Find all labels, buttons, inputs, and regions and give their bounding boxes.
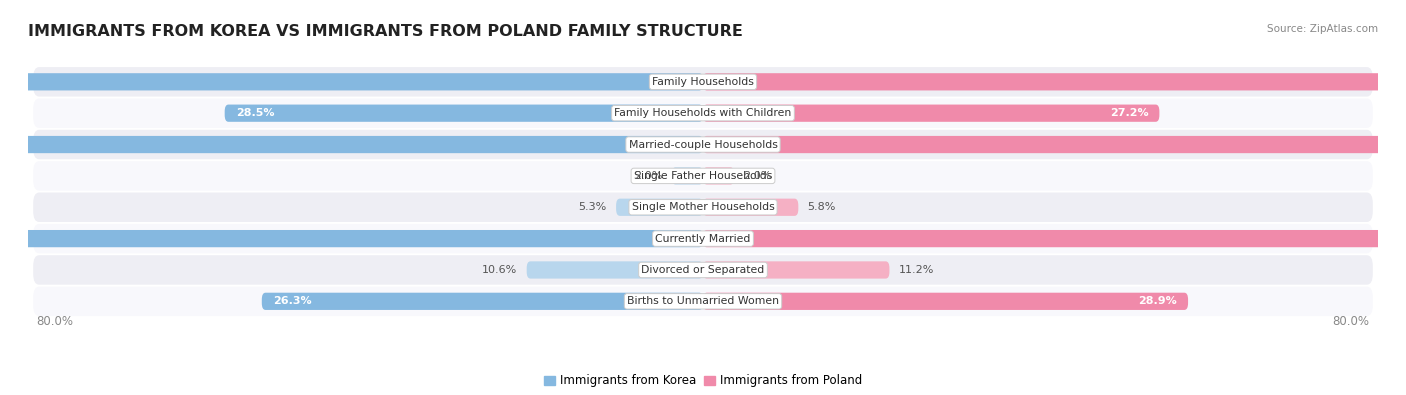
FancyBboxPatch shape (703, 230, 1406, 247)
Text: 27.2%: 27.2% (1109, 108, 1149, 118)
Text: 5.3%: 5.3% (579, 202, 607, 212)
Text: 80.0%: 80.0% (37, 315, 73, 328)
FancyBboxPatch shape (0, 136, 703, 153)
FancyBboxPatch shape (34, 287, 1372, 316)
Text: 26.3%: 26.3% (273, 296, 311, 307)
Text: Family Households with Children: Family Households with Children (614, 108, 792, 118)
Text: Births to Unmarried Women: Births to Unmarried Women (627, 296, 779, 307)
FancyBboxPatch shape (703, 293, 1188, 310)
Text: Divorced or Separated: Divorced or Separated (641, 265, 765, 275)
Text: 80.0%: 80.0% (1333, 315, 1369, 328)
FancyBboxPatch shape (703, 261, 890, 278)
FancyBboxPatch shape (34, 98, 1372, 128)
Text: Single Mother Households: Single Mother Households (631, 202, 775, 212)
FancyBboxPatch shape (34, 192, 1372, 222)
Text: Currently Married: Currently Married (655, 233, 751, 244)
FancyBboxPatch shape (672, 167, 703, 184)
FancyBboxPatch shape (34, 130, 1372, 159)
FancyBboxPatch shape (527, 261, 703, 278)
FancyBboxPatch shape (703, 105, 1160, 122)
Text: 28.9%: 28.9% (1139, 296, 1177, 307)
FancyBboxPatch shape (34, 67, 1372, 96)
Text: 5.8%: 5.8% (807, 202, 837, 212)
FancyBboxPatch shape (703, 73, 1406, 90)
FancyBboxPatch shape (703, 167, 734, 184)
Text: 2.0%: 2.0% (634, 171, 662, 181)
Text: Source: ZipAtlas.com: Source: ZipAtlas.com (1267, 24, 1378, 34)
Text: 28.5%: 28.5% (236, 108, 274, 118)
FancyBboxPatch shape (34, 161, 1372, 191)
Text: 2.0%: 2.0% (744, 171, 772, 181)
Text: Family Households: Family Households (652, 77, 754, 87)
Text: 10.6%: 10.6% (482, 265, 517, 275)
FancyBboxPatch shape (0, 230, 703, 247)
Text: 11.2%: 11.2% (898, 265, 934, 275)
FancyBboxPatch shape (0, 73, 703, 90)
FancyBboxPatch shape (703, 199, 799, 216)
FancyBboxPatch shape (225, 105, 703, 122)
FancyBboxPatch shape (703, 136, 1406, 153)
Legend: Immigrants from Korea, Immigrants from Poland: Immigrants from Korea, Immigrants from P… (538, 370, 868, 392)
FancyBboxPatch shape (34, 255, 1372, 285)
FancyBboxPatch shape (616, 199, 703, 216)
Text: IMMIGRANTS FROM KOREA VS IMMIGRANTS FROM POLAND FAMILY STRUCTURE: IMMIGRANTS FROM KOREA VS IMMIGRANTS FROM… (28, 24, 742, 39)
Text: Single Father Households: Single Father Households (634, 171, 772, 181)
FancyBboxPatch shape (262, 293, 703, 310)
FancyBboxPatch shape (34, 224, 1372, 253)
Text: Married-couple Households: Married-couple Households (628, 139, 778, 150)
